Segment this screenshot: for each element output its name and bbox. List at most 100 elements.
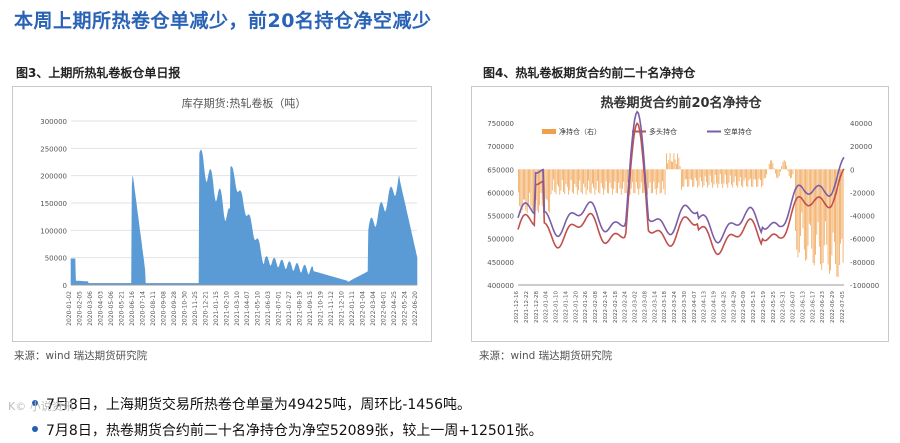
net-position-bar	[576, 169, 578, 195]
x-tick-label: 2022-06-20	[412, 291, 419, 326]
figure4-source: 来源：wind 瑞达期货研究院	[479, 350, 613, 362]
net-position-bar	[822, 169, 824, 264]
net-position-bar	[737, 169, 739, 188]
net-position-bar	[726, 169, 727, 185]
net-position-bar	[593, 169, 594, 188]
net-position-bar	[782, 161, 784, 170]
x-tick-label: 2022-05-19	[761, 291, 767, 323]
net-position-bar	[663, 169, 665, 190]
net-position-bar	[787, 169, 789, 172]
x-tick-label: 2022-01-14	[563, 291, 569, 323]
net-position-bar	[717, 169, 719, 188]
net-position-bar	[734, 169, 736, 177]
x-tick-label: 2021-08-19	[297, 291, 304, 326]
net-position-bar	[793, 168, 795, 170]
net-position-bar	[786, 165, 788, 170]
net-position-bar	[841, 169, 843, 239]
net-position-bar	[580, 169, 582, 193]
net-position-bar	[634, 169, 636, 194]
net-position-bar	[555, 169, 557, 195]
x-tick-label: 2022-05-31	[781, 291, 787, 323]
legend-label: 多头持仓	[649, 127, 677, 136]
x-tick-label: 2020-10-30	[181, 291, 188, 326]
net-position-bar	[677, 153, 678, 170]
x-tick-label: 2020-09-08	[160, 291, 167, 326]
net-position-bar	[568, 169, 569, 195]
net-position-bar	[756, 169, 757, 187]
net-position-bar	[530, 169, 532, 207]
net-position-bar	[678, 157, 680, 170]
net-position-bar	[840, 169, 841, 244]
x-tick-label: 2020-12-21	[202, 291, 209, 326]
net-position-bar	[608, 169, 610, 194]
net-position-bar	[647, 169, 648, 195]
net-position-bar	[790, 169, 791, 179]
net-position-bar	[698, 169, 700, 186]
net-position-bar	[746, 169, 747, 187]
net-position-bar	[829, 169, 830, 274]
y-tick-label: 50000	[45, 255, 67, 263]
bullet-item: 7月8日，上海期货交易所热卷仓单量为49425吨，周环比-1456吨。	[32, 394, 471, 414]
x-tick-label: 2022-06-13	[800, 291, 806, 323]
net-position-bar	[584, 169, 586, 188]
x-tick-label: 2022-07-05	[840, 291, 846, 323]
x-tick-label: 2021-12-10	[339, 291, 346, 326]
net-position-bar	[780, 169, 781, 172]
x-tick-label: 2022-03-04	[370, 291, 377, 326]
net-position-bar	[762, 169, 764, 186]
net-position-bar	[605, 169, 607, 182]
net-position-bar	[733, 169, 735, 183]
net-position-bar	[662, 169, 663, 182]
net-position-bar	[590, 169, 592, 194]
net-position-bar	[609, 169, 611, 183]
net-position-bar	[525, 169, 527, 211]
net-position-bar	[693, 169, 695, 187]
net-position-bar	[688, 169, 690, 187]
net-position-bar	[727, 169, 729, 188]
net-position-bar	[619, 169, 621, 189]
net-position-bar	[558, 169, 559, 187]
net-position-bar	[800, 169, 801, 236]
net-position-bar	[831, 169, 833, 256]
net-position-bar	[560, 169, 562, 191]
net-position-bar	[540, 169, 542, 194]
net-position-bar	[748, 169, 750, 180]
x-tick-label: 2022-06-29	[830, 291, 836, 323]
net-position-bar	[652, 169, 653, 193]
net-position-bar	[581, 169, 583, 194]
net-position-bar	[603, 169, 605, 195]
bullet-text: 7月8日，热卷期货合约前二十名净持仓为净空52089张，较上一周+12501张。	[46, 423, 543, 439]
net-position-bar	[739, 169, 741, 178]
net-position-bar	[548, 169, 549, 211]
y-right-tick-label: 0	[850, 166, 854, 174]
net-position-bar	[834, 169, 835, 242]
net-position-bar	[570, 169, 572, 181]
net-position-bar	[668, 159, 670, 170]
x-tick-label: 2022-04-19	[712, 291, 718, 323]
net-position-bar	[574, 169, 576, 184]
x-tick-label: 2021-07-27	[286, 291, 293, 326]
net-position-bar	[781, 166, 783, 170]
y-right-tick-label: 40000	[850, 120, 872, 128]
net-position-bar	[550, 169, 552, 195]
x-tick-label: 2022-05-25	[771, 291, 777, 323]
x-tick-label: 2022-04-13	[702, 291, 708, 323]
x-tick-label: 2022-01-11	[349, 291, 356, 326]
x-tick-label: 2020-03-06	[87, 291, 94, 326]
net-position-bar	[760, 169, 761, 181]
net-position-bar	[783, 160, 785, 170]
net-position-bar	[823, 169, 825, 246]
net-position-bar	[777, 169, 779, 179]
net-position-bar	[817, 169, 819, 223]
net-position-bar	[839, 169, 840, 265]
net-position-bar	[674, 159, 676, 170]
net-position-bar	[559, 169, 561, 195]
net-position-bar	[788, 169, 790, 176]
net-position-bar	[711, 169, 712, 183]
net-position-bar	[640, 169, 642, 183]
net-position-bar	[713, 169, 715, 185]
net-position-bar	[585, 169, 587, 195]
net-position-bar	[820, 169, 821, 265]
short-position-line	[517, 110, 845, 244]
net-position-bar	[712, 169, 714, 188]
